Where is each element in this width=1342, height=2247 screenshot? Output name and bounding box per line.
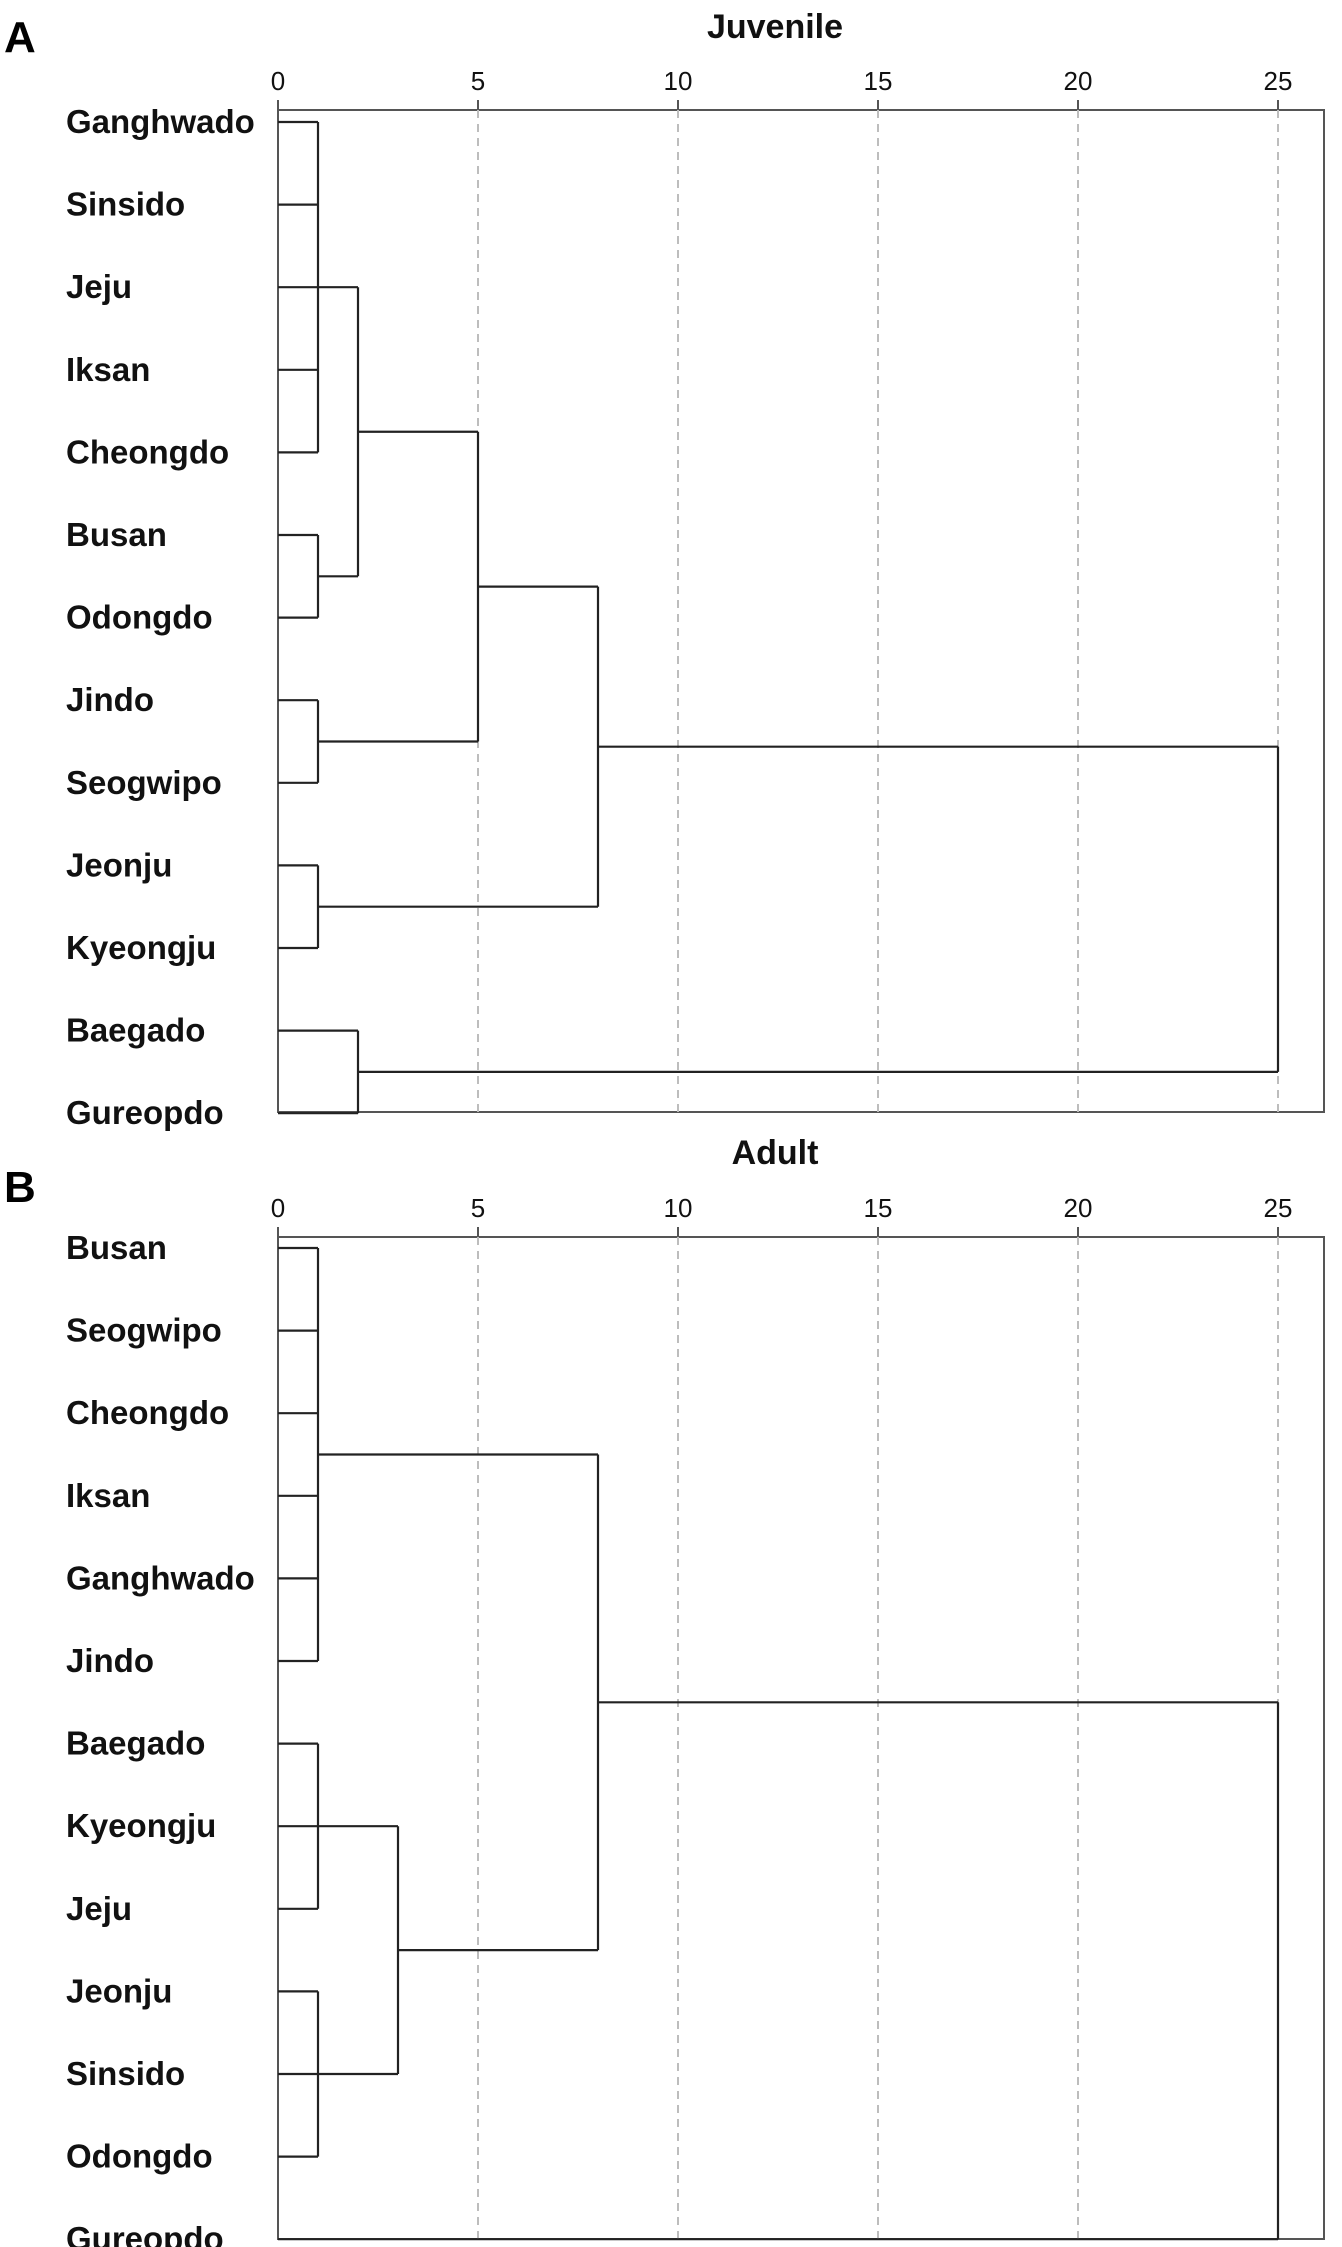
x-tick-label: 0: [271, 1193, 285, 1223]
plot-frame: [277, 1236, 1325, 2240]
leaf-label: Busan: [66, 516, 167, 553]
leaf-label: Cheongdo: [66, 1394, 229, 1431]
leaf-label: Gureopdo: [66, 1094, 224, 1131]
leaf-label: Jeju: [66, 1890, 132, 1927]
leaf-labels: Ganghwado Sinsido Jeju Iksan Cheongdo Busan Od…: [66, 103, 255, 1131]
panel-letter: A: [4, 13, 36, 62]
dendrogram-links: [278, 1246, 1280, 2241]
leaf-label: Odongdo: [66, 2138, 213, 2175]
x-axis-ticks: 0 5 10 15 20 25: [271, 66, 1293, 110]
leaf-label: Busan: [66, 1229, 167, 1266]
dendrogram-links: [278, 120, 1280, 1115]
leaf-label: Seogwipo: [66, 1312, 222, 1349]
leaf-label: Baegado: [66, 1725, 205, 1762]
x-axis-ticks: 0 5 10 15 20 25: [271, 1193, 1293, 1237]
leaf-label: Sinsido: [66, 186, 185, 223]
x-tick-label: 10: [664, 66, 693, 96]
leaf-label: Seogwipo: [66, 764, 222, 801]
leaf-labels: Busan Seogwipo Cheongdo Iksan Ganghwado Jindo…: [66, 1229, 255, 2247]
x-tick-label: 15: [864, 1193, 893, 1223]
leaf-label: Jindo: [66, 1642, 154, 1679]
panel-title: Adult: [732, 1134, 819, 1172]
panel-b-adult: B Adult 0 5 10 15 20 25 Busan Seogwipo Cheongdo…: [4, 1134, 1325, 2247]
leaf-label: Jeonju: [66, 846, 172, 883]
leaf-label: Iksan: [66, 351, 150, 388]
leaf-label: Cheongdo: [66, 433, 229, 470]
leaf-label: Odongdo: [66, 599, 213, 636]
leaf-label: Kyeongju: [66, 929, 216, 966]
panel-letter: B: [4, 1163, 36, 1212]
x-tick-label: 5: [471, 66, 485, 96]
leaf-label: Iksan: [66, 1477, 150, 1514]
leaf-label: Ganghwado: [66, 103, 255, 140]
x-tick-label: 10: [664, 1193, 693, 1223]
x-tick-label: 0: [271, 66, 285, 96]
leaf-label: Gureopdo: [66, 2220, 224, 2247]
leaf-label: Jindo: [66, 681, 154, 718]
x-tick-label: 20: [1064, 66, 1093, 96]
leaf-label: Baegado: [66, 1012, 205, 1049]
leaf-label: Ganghwado: [66, 1559, 255, 1596]
x-tick-label: 5: [471, 1193, 485, 1223]
x-tick-label: 15: [864, 66, 893, 96]
x-tick-label: 20: [1064, 1193, 1093, 1223]
leaf-label: Sinsido: [66, 2055, 185, 2092]
x-tick-label: 25: [1264, 66, 1293, 96]
leaf-label: Kyeongju: [66, 1807, 216, 1844]
panel-title: Juvenile: [707, 8, 843, 46]
x-tick-label: 25: [1264, 1193, 1293, 1223]
leaf-label: Jeonju: [66, 1972, 172, 2009]
plot-frame: [277, 109, 1325, 1113]
leaf-label: Jeju: [66, 268, 132, 305]
panel-a-juvenile: A Juvenile 0 5 10 15 20 25 Ganghwado Sinsido Je…: [4, 8, 1325, 1131]
